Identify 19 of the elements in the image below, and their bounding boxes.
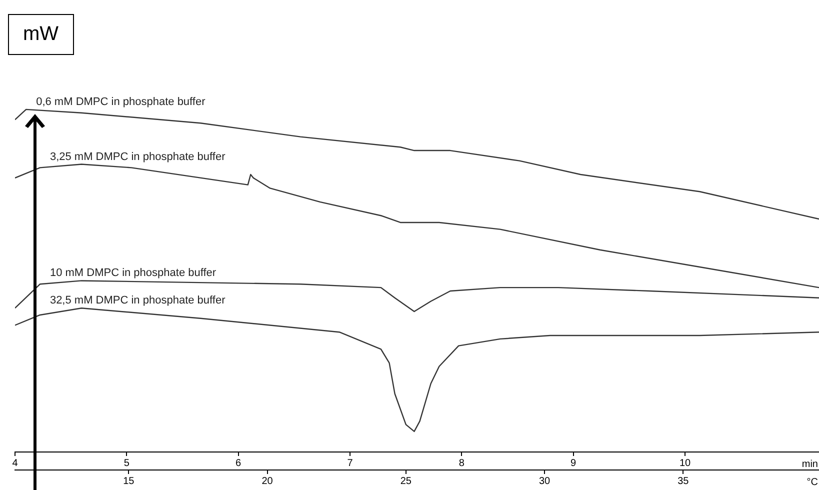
- x2-tick-label: 10: [679, 458, 691, 469]
- x2-tick-label: 4: [12, 458, 18, 469]
- x-tick-label: 20: [262, 476, 274, 487]
- x-axis-title: °C: [806, 476, 818, 488]
- x-tick-label: 15: [123, 476, 135, 487]
- series-label: 0,6 mM DMPC in phosphate buffer: [36, 96, 206, 108]
- x-tick-label: 25: [400, 476, 412, 487]
- x2-tick-label: 7: [347, 458, 354, 469]
- series-label: 3,25 mM DMPC in phosphate buffer: [50, 150, 226, 163]
- x2-axis-title: min: [802, 458, 818, 470]
- x2-tick-label: 9: [570, 458, 577, 469]
- series-label: 32,5 mM DMPC in phosphate buffer: [50, 294, 226, 307]
- x2-tick-label: 8: [458, 458, 465, 469]
- x2-tick-label: 5: [124, 458, 130, 469]
- x-tick-label: 35: [678, 476, 690, 487]
- series-label: 10 mM DMPC in phosphate buffer: [50, 267, 216, 280]
- x2-tick-label: 6: [236, 458, 242, 469]
- x-tick-label: 30: [538, 476, 551, 487]
- y-axis-title: mW: [8, 14, 74, 55]
